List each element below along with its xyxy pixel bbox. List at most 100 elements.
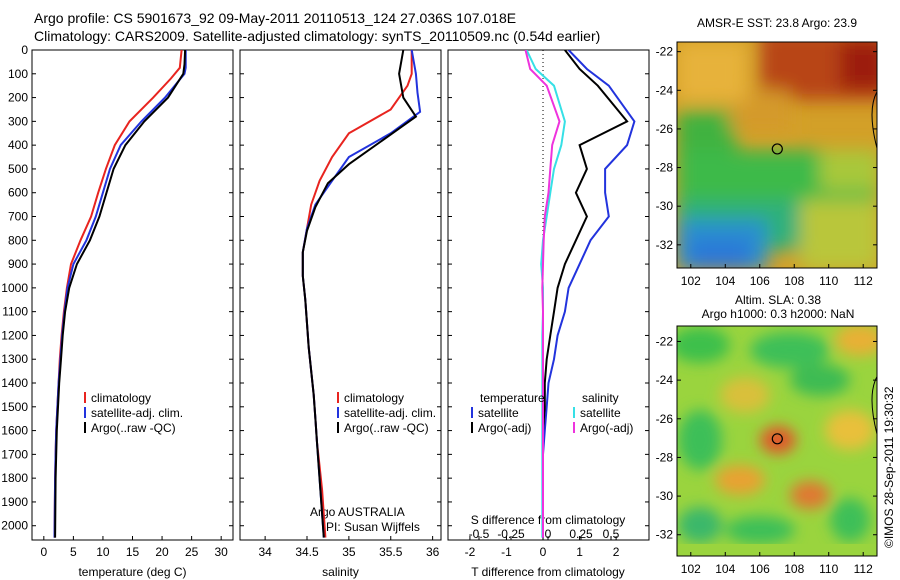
sst-map-xtick-label: 106 [750,274,770,288]
depth-tick-label: 1100 [2,305,28,319]
sdiff-xtick-label: 0 [545,527,552,541]
depth-tick-label: 500 [8,162,28,176]
depth-tick-label: 1000 [1,281,28,295]
sla-map-xtick-label: 106 [750,562,770,576]
temp-xlabel: temperature (deg C) [78,565,186,579]
diff-series-line-1 [542,50,629,538]
depth-tick-label: 1400 [1,376,28,390]
sst-map-xtick-label: 104 [715,274,735,288]
sal-xtick-label: 34.5 [295,545,319,559]
difference-panel [447,49,650,541]
sst-map-ytick-label: -30 [656,199,674,213]
depth-tick-label: 1600 [1,424,28,438]
salinity-panel [239,49,442,541]
depth-tick-label: 800 [8,233,28,247]
sal-legend-label: climatology [344,391,404,405]
sal-xtick-label: 36 [426,545,440,559]
sst-map-frame [676,41,878,269]
sal-legend-label: Argo(..raw -QC) [344,421,429,435]
sal-xtick-label: 35 [342,545,356,559]
dsal-legend-label: satellite [580,406,621,420]
sst-map-ytick-label: -28 [656,161,674,175]
sal-xtick-label: 35.5 [379,545,403,559]
sal-xtick-label: 34 [258,545,272,559]
difference-frame [447,49,650,541]
sla-map-coastline [871,376,878,435]
sst-map-argo-marker [771,143,783,155]
sst-map-panel [677,42,877,268]
temp-xtick-label: 5 [70,545,77,559]
dsal-legend-label: Argo(-adj) [580,421,633,435]
depth-tick-label: 1500 [1,400,28,414]
temp-xtick-label: 15 [126,545,140,559]
sal-xlabel: salinity [322,565,359,579]
sst-map-xtick-label: 108 [784,274,804,288]
sla-map-ytick-label: -30 [656,489,674,503]
depth-tick-label: 300 [8,114,28,128]
salinity-series-group [301,50,422,538]
tdiff-xtick-label: 1 [576,545,583,559]
series-line-1 [53,50,187,538]
depth-tick-label: 1700 [1,447,28,461]
credit-label: ©IMOS 28-Sep-2011 19:30:32 [882,386,896,548]
depth-tick-label: 1300 [1,352,28,366]
sla-map-frame [676,325,878,557]
tdiff-xtick-label: 2 [613,545,620,559]
sla-map-xtick-label: 102 [681,562,701,576]
depth-tick-label: 100 [8,67,28,81]
tdiff-xtick-label: 0 [540,545,547,559]
depth-tick-label: 900 [8,257,28,271]
sst-map-field [677,42,877,268]
depth-tick-label: 1800 [1,471,28,485]
sst-map-ytick-label: -26 [656,122,674,136]
legend-temp-title: temperature [480,391,545,405]
sla-map-xtick-label: 104 [715,562,735,576]
temperature-panel: 0 100 200 300 400 500 600 700 800 900 1000 1100 1200… [1,43,234,541]
title-line-2: Climatology: CARS2009. Satellite-adjuste… [34,28,601,44]
sdiff-xtick-label: 0.25 [569,527,593,541]
depth-tick-label: 400 [8,138,28,152]
dtemp-legend-label: satellite [478,406,519,420]
legend-sal-title: salinity [582,391,619,405]
sst-map-ytick-label: -32 [656,238,674,252]
pi-note: PI: Susan Wijffels [326,520,420,534]
depth-tick-label: 1900 [1,495,28,509]
sst-map-ytick-label: -22 [656,45,674,59]
temp-xtick-label: 0 [40,545,47,559]
sla-map-title-1: Altim. SLA: 0.38 [735,293,821,307]
sla-map-xtick-label: 112 [854,562,873,576]
argo-owner-note: Argo AUSTRALIA [310,505,405,519]
temp-xtick-label: 30 [214,545,228,559]
sla-map-field [677,326,877,544]
sst-map-title: AMSR-E SST: 23.8 Argo: 23.9 [697,16,857,30]
tdiff-xtick-label: -2 [465,545,476,559]
sla-map-ytick-label: -22 [656,334,674,348]
sla-map-ytick-label: -28 [656,450,674,464]
sst-map-xtick-label: 102 [681,274,701,288]
depth-tick-label: 1200 [1,328,28,342]
series-line-0 [53,50,183,538]
depth-tick-label: 600 [8,186,28,200]
sdiff-xtick-label: -0.25 [497,527,525,541]
sla-map-xtick-label: 110 [819,562,838,576]
sla-map-title-2: Argo h1000: 0.3 h2000: NaN [702,307,855,321]
temp-legend-label: satellite-adj. clim. [91,406,183,420]
sst-map-xtick-label: 112 [854,274,873,288]
sla-map-xtick-label: 108 [784,562,804,576]
depth-tick-label: 0 [21,43,28,57]
temp-legend-label: climatology [91,391,151,405]
depth-tick-label: 700 [8,210,28,224]
depth-tick-label: 200 [8,91,28,105]
tdiff-xlabel: T difference from climatology [471,565,625,579]
temperature-frame [31,49,234,541]
series-line-2 [301,50,418,538]
depth-tick-label: 2000 [1,519,28,533]
tdiff-xtick-label: -1 [501,545,512,559]
temperature-series-group [53,50,187,538]
sla-map-ytick-label: -24 [656,373,674,387]
sla-map-panel [677,326,877,556]
sdiff-xtick-label: -0.5 [469,527,490,541]
sdiff-xtick-label: 0.5 [603,527,620,541]
temp-xtick-label: 25 [185,545,199,559]
